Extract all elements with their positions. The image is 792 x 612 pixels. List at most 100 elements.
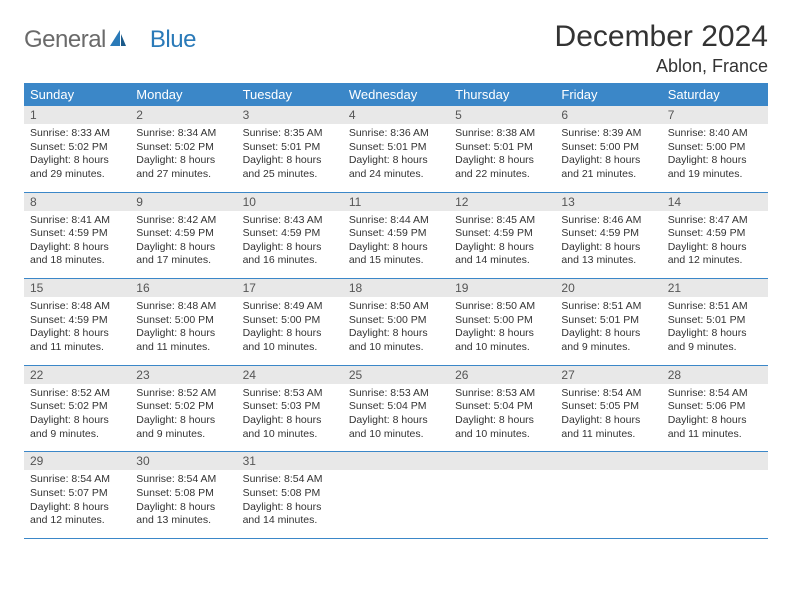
day-body: Sunrise: 8:53 AMSunset: 5:04 PMDaylight:…	[343, 384, 449, 452]
day-cell: 26Sunrise: 8:53 AMSunset: 5:04 PMDayligh…	[449, 365, 555, 452]
calendar-header-row: Sunday Monday Tuesday Wednesday Thursday…	[24, 83, 768, 106]
daylight-text: Daylight: 8 hours	[30, 241, 124, 255]
day-body: Sunrise: 8:48 AMSunset: 5:00 PMDaylight:…	[130, 297, 236, 365]
daylight-text: Daylight: 8 hours	[349, 327, 443, 341]
day-body: Sunrise: 8:54 AMSunset: 5:07 PMDaylight:…	[24, 470, 130, 538]
daylight-text: and 14 minutes.	[455, 254, 549, 268]
sunrise-text: Sunrise: 8:50 AM	[455, 300, 549, 314]
sunrise-text: Sunrise: 8:44 AM	[349, 214, 443, 228]
daylight-text: Daylight: 8 hours	[349, 154, 443, 168]
sunrise-text: Sunrise: 8:51 AM	[561, 300, 655, 314]
daylight-text: and 12 minutes.	[668, 254, 762, 268]
week-row: 15Sunrise: 8:48 AMSunset: 4:59 PMDayligh…	[24, 279, 768, 366]
day-number: 22	[24, 366, 130, 384]
daylight-text: Daylight: 8 hours	[243, 327, 337, 341]
day-cell: 4Sunrise: 8:36 AMSunset: 5:01 PMDaylight…	[343, 106, 449, 192]
daylight-text: and 10 minutes.	[349, 428, 443, 442]
day-body: Sunrise: 8:50 AMSunset: 5:00 PMDaylight:…	[449, 297, 555, 365]
day-body: Sunrise: 8:53 AMSunset: 5:03 PMDaylight:…	[237, 384, 343, 452]
day-body: Sunrise: 8:43 AMSunset: 4:59 PMDaylight:…	[237, 211, 343, 279]
sunset-text: Sunset: 5:00 PM	[243, 314, 337, 328]
daylight-text: and 11 minutes.	[136, 341, 230, 355]
sunrise-text: Sunrise: 8:48 AM	[30, 300, 124, 314]
day-number	[555, 452, 661, 470]
day-body: Sunrise: 8:35 AMSunset: 5:01 PMDaylight:…	[237, 124, 343, 192]
daylight-text: and 25 minutes.	[243, 168, 337, 182]
day-number: 10	[237, 193, 343, 211]
day-number: 23	[130, 366, 236, 384]
daylight-text: Daylight: 8 hours	[136, 154, 230, 168]
day-body: Sunrise: 8:54 AMSunset: 5:08 PMDaylight:…	[237, 470, 343, 538]
day-cell: 31Sunrise: 8:54 AMSunset: 5:08 PMDayligh…	[237, 452, 343, 539]
day-cell: 19Sunrise: 8:50 AMSunset: 5:00 PMDayligh…	[449, 279, 555, 366]
day-number: 13	[555, 193, 661, 211]
day-body: Sunrise: 8:33 AMSunset: 5:02 PMDaylight:…	[24, 124, 130, 192]
daylight-text: Daylight: 8 hours	[455, 241, 549, 255]
sunrise-text: Sunrise: 8:38 AM	[455, 127, 549, 141]
day-body: Sunrise: 8:41 AMSunset: 4:59 PMDaylight:…	[24, 211, 130, 279]
sunset-text: Sunset: 5:00 PM	[455, 314, 549, 328]
sunrise-text: Sunrise: 8:46 AM	[561, 214, 655, 228]
day-number: 25	[343, 366, 449, 384]
day-cell: 8Sunrise: 8:41 AMSunset: 4:59 PMDaylight…	[24, 192, 130, 279]
sunset-text: Sunset: 4:59 PM	[30, 227, 124, 241]
day-number: 7	[662, 106, 768, 124]
day-number: 24	[237, 366, 343, 384]
day-number: 19	[449, 279, 555, 297]
sunrise-text: Sunrise: 8:34 AM	[136, 127, 230, 141]
weekday-header: Wednesday	[343, 83, 449, 106]
day-body: Sunrise: 8:47 AMSunset: 4:59 PMDaylight:…	[662, 211, 768, 279]
day-number: 3	[237, 106, 343, 124]
day-cell: 22Sunrise: 8:52 AMSunset: 5:02 PMDayligh…	[24, 365, 130, 452]
day-cell: 17Sunrise: 8:49 AMSunset: 5:00 PMDayligh…	[237, 279, 343, 366]
week-row: 1Sunrise: 8:33 AMSunset: 5:02 PMDaylight…	[24, 106, 768, 192]
sunrise-text: Sunrise: 8:53 AM	[455, 387, 549, 401]
day-number: 28	[662, 366, 768, 384]
sunrise-text: Sunrise: 8:52 AM	[136, 387, 230, 401]
day-body	[662, 470, 768, 530]
day-cell: 7Sunrise: 8:40 AMSunset: 5:00 PMDaylight…	[662, 106, 768, 192]
day-cell: 11Sunrise: 8:44 AMSunset: 4:59 PMDayligh…	[343, 192, 449, 279]
sunrise-text: Sunrise: 8:48 AM	[136, 300, 230, 314]
daylight-text: Daylight: 8 hours	[30, 501, 124, 515]
day-number: 15	[24, 279, 130, 297]
day-cell: 10Sunrise: 8:43 AMSunset: 4:59 PMDayligh…	[237, 192, 343, 279]
daylight-text: and 11 minutes.	[30, 341, 124, 355]
daylight-text: and 16 minutes.	[243, 254, 337, 268]
daylight-text: Daylight: 8 hours	[136, 501, 230, 515]
day-cell: 15 Sunrise: 8:48 AMSunset: 4:59 PMDayligh…	[24, 279, 130, 366]
daylight-text: Daylight: 8 hours	[30, 327, 124, 341]
day-body	[343, 470, 449, 530]
sunset-text: Sunset: 4:59 PM	[668, 227, 762, 241]
daylight-text: and 10 minutes.	[243, 428, 337, 442]
day-cell: 25Sunrise: 8:53 AMSunset: 5:04 PMDayligh…	[343, 365, 449, 452]
sunrise-text: Sunrise: 8:54 AM	[30, 473, 124, 487]
sunrise-text: Sunrise: 8:36 AM	[349, 127, 443, 141]
day-cell: 27Sunrise: 8:54 AMSunset: 5:05 PMDayligh…	[555, 365, 661, 452]
day-cell: 14Sunrise: 8:47 AMSunset: 4:59 PMDayligh…	[662, 192, 768, 279]
day-number: 11	[343, 193, 449, 211]
daylight-text: Daylight: 8 hours	[136, 414, 230, 428]
day-body: Sunrise: 8:50 AMSunset: 5:00 PMDaylight:…	[343, 297, 449, 365]
day-body: Sunrise: 8:54 AMSunset: 5:06 PMDaylight:…	[662, 384, 768, 452]
daylight-text: Daylight: 8 hours	[455, 414, 549, 428]
day-body: Sunrise: 8:46 AMSunset: 4:59 PMDaylight:…	[555, 211, 661, 279]
day-cell	[449, 452, 555, 539]
brand-word1: General	[24, 26, 106, 54]
sunset-text: Sunset: 4:59 PM	[30, 314, 124, 328]
day-number: 30	[130, 452, 236, 470]
sunrise-text: Sunrise: 8:54 AM	[243, 473, 337, 487]
daylight-text: Daylight: 8 hours	[668, 241, 762, 255]
day-number: 1	[24, 106, 130, 124]
daylight-text: and 29 minutes.	[30, 168, 124, 182]
day-body: Sunrise: 8:49 AMSunset: 5:00 PMDaylight:…	[237, 297, 343, 365]
day-number: 18	[343, 279, 449, 297]
sunset-text: Sunset: 5:02 PM	[136, 400, 230, 414]
day-cell	[343, 452, 449, 539]
day-cell: 18Sunrise: 8:50 AMSunset: 5:00 PMDayligh…	[343, 279, 449, 366]
daylight-text: Daylight: 8 hours	[30, 414, 124, 428]
daylight-text: Daylight: 8 hours	[136, 241, 230, 255]
day-number: 8	[24, 193, 130, 211]
day-number: 2	[130, 106, 236, 124]
weekday-header: Thursday	[449, 83, 555, 106]
